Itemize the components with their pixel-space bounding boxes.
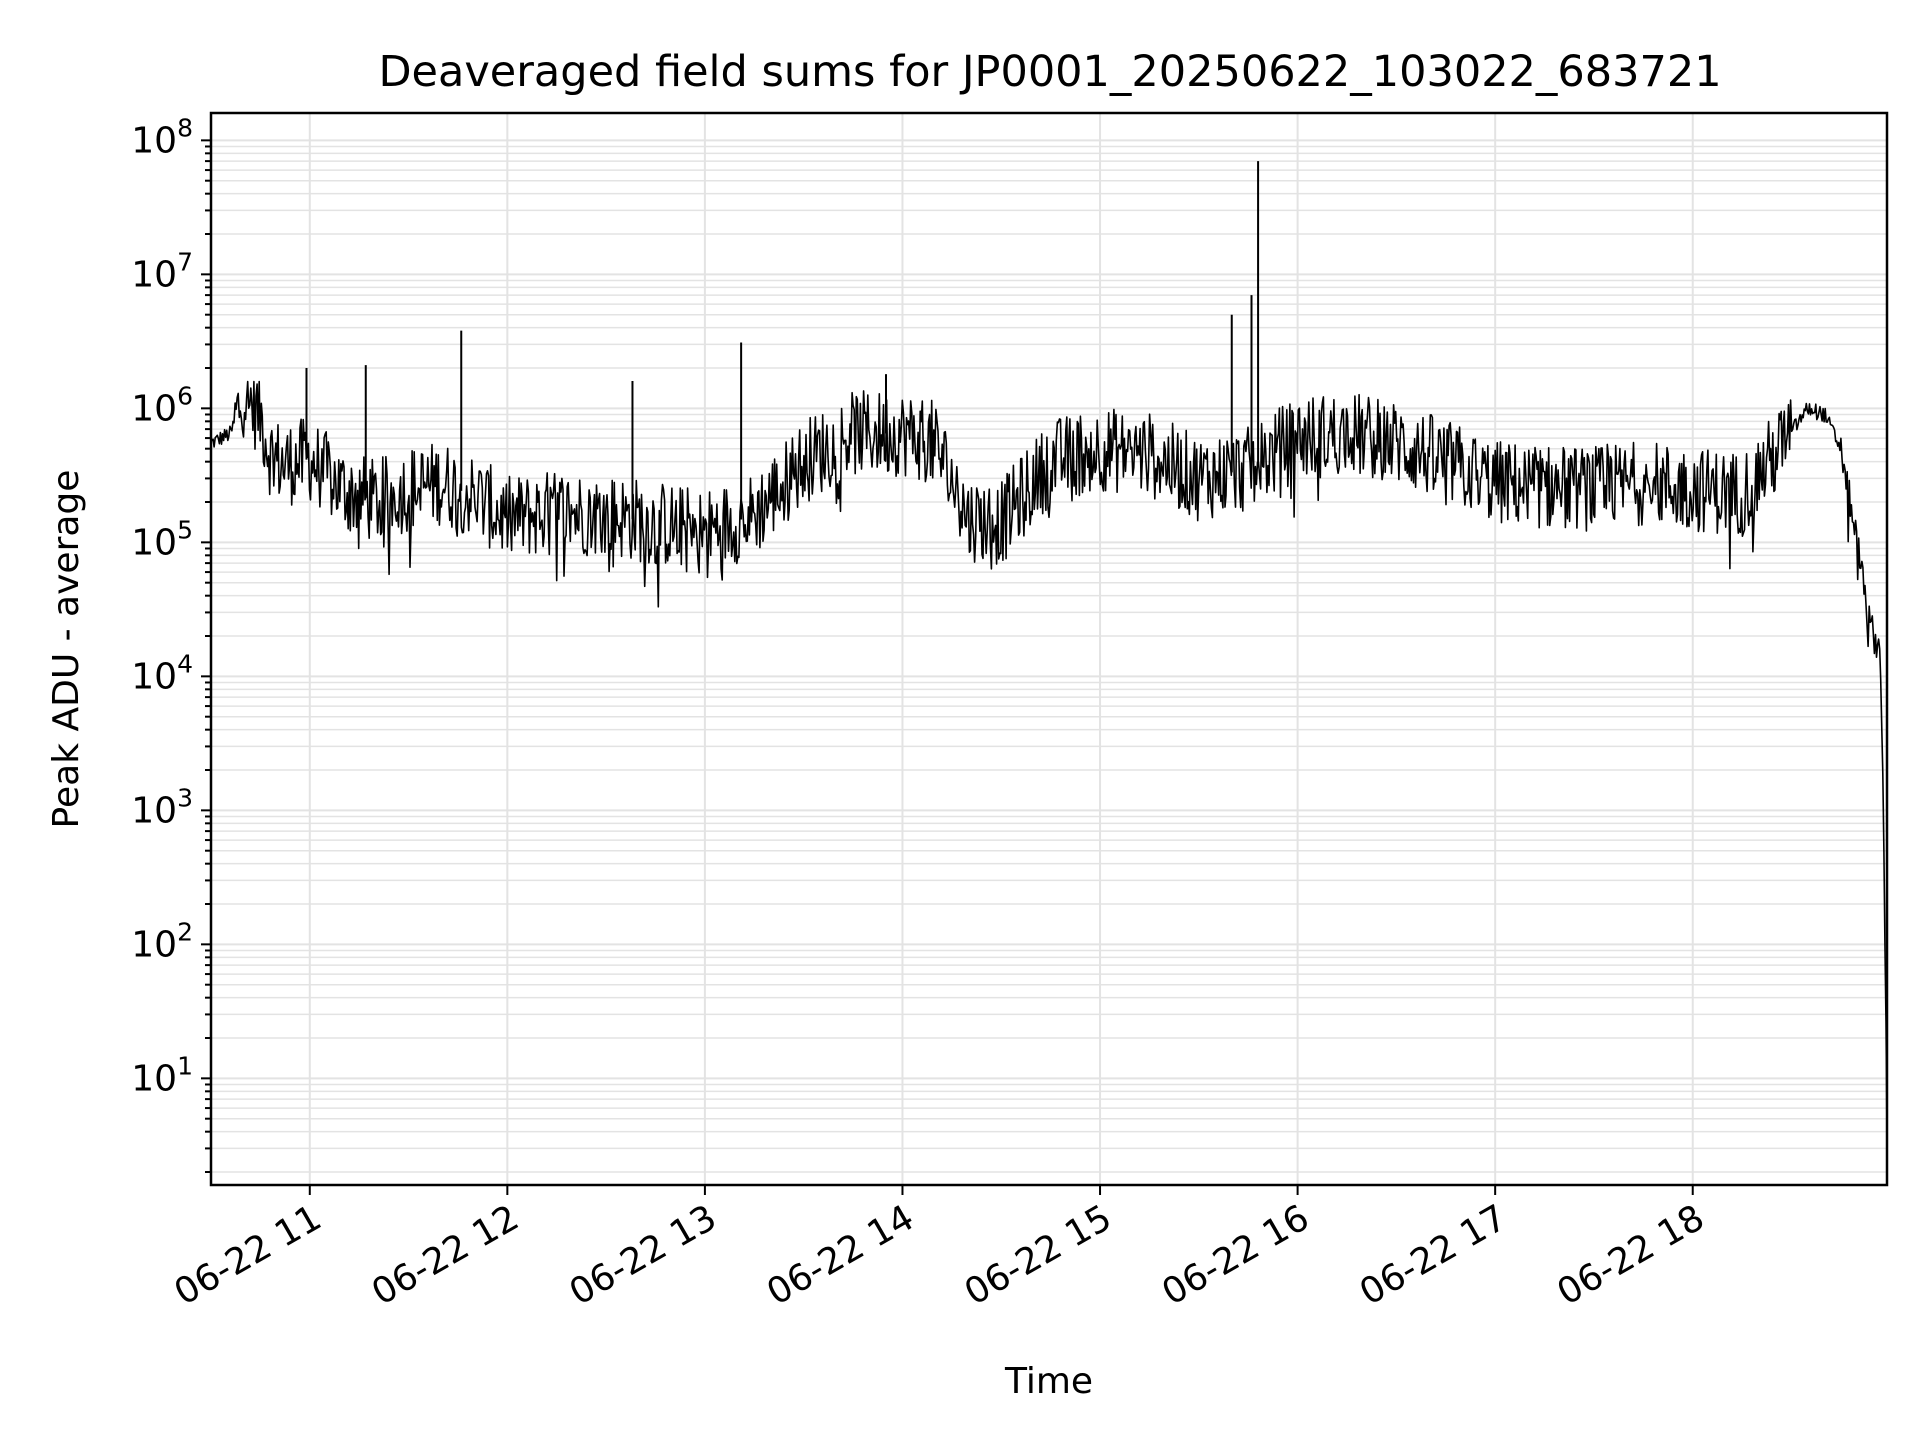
grid: [211, 113, 1887, 1185]
y-tick-label: 108: [131, 113, 193, 161]
plot-frame: [209, 111, 1889, 1187]
y-axis-label: Peak ADU - average: [46, 470, 87, 829]
x-tick-label: 06-22 12: [365, 1197, 526, 1313]
ticks: 101 102 103 104 105 106 107 108 06-22 11 06-22 12…: [131, 113, 1711, 1313]
x-tick-label: 06-22 18: [1551, 1197, 1712, 1313]
x-axis-label: Time: [1004, 1361, 1093, 1402]
y-tick-label: 102: [131, 917, 193, 965]
y-tick-label: 103: [131, 783, 193, 831]
x-tick-label: 06-22 11: [168, 1197, 329, 1313]
y-tick-label: 107: [131, 247, 193, 295]
y-tick-label: 105: [131, 515, 193, 563]
chart-title: Deaveraged field sums for JP0001_2025062…: [378, 47, 1721, 97]
x-tick-label: 06-22 15: [958, 1197, 1119, 1313]
y-tick-label: 101: [131, 1051, 193, 1099]
series-trace: [210, 380, 1888, 1137]
x-tick-label: 06-22 16: [1155, 1197, 1316, 1313]
y-tick-label: 106: [131, 381, 193, 429]
series-line: [210, 161, 1888, 1137]
x-tick-label: 06-22 13: [563, 1197, 724, 1313]
x-tick-label: 06-22 17: [1353, 1197, 1514, 1313]
y-tick-label: 104: [131, 649, 193, 697]
x-tick-label: 06-22 14: [760, 1197, 921, 1313]
